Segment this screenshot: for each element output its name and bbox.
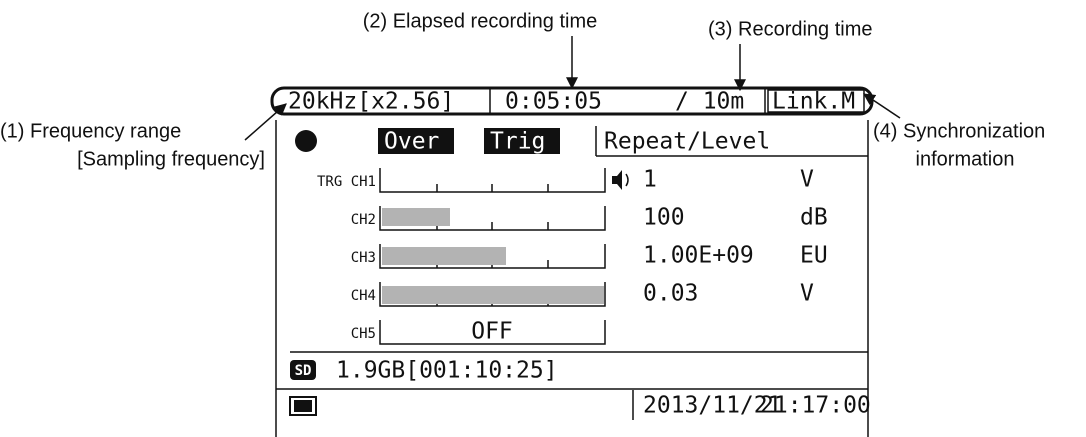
record-indicator [295,130,317,152]
sync-info: Link.M [772,89,855,115]
callout: (2) Elapsed recording time [363,10,598,32]
callout: [Sampling frequency] [77,148,265,170]
level-meter [382,208,450,226]
speaker-icon [625,173,629,187]
freq-range: 20kHz[x2.56] [288,89,454,115]
trig-box [484,128,560,154]
channel-unit: V [800,167,814,193]
channel-label: CH3 [351,250,376,266]
arrow [244,103,287,141]
trig-label: Trig [490,129,545,155]
level-meter [382,286,604,304]
channel-unit: V [800,281,814,307]
channel-label: TRG CH1 [317,174,376,190]
arrow [863,93,901,119]
level-meter [382,247,506,265]
channel-value: 1.00E+09 [643,243,754,269]
elapsed-time: 0:05:05 [505,89,602,115]
screen-frame [275,120,869,437]
callout: (3) Recording time [708,18,873,40]
over-box [378,128,454,154]
channel-label: CH5 [351,326,376,342]
channel-value: 100 [643,205,685,231]
sd-icon [290,360,316,380]
channel-state: OFF [471,319,513,345]
channel-value: 0.03 [643,281,698,307]
channel-unit: EU [800,243,828,269]
channel-value: 1 [643,167,657,193]
sync-box [767,89,865,113]
callout: (1) Frequency range [0,120,181,142]
callout: (4) Synchronization [873,120,1045,142]
sd-icon-label: SD [295,363,312,379]
channel-label: CH2 [351,212,376,228]
recording-time: / 10m [675,89,744,115]
over-label: Over [384,129,439,155]
storage-info: 1.9GB[001:10:25] [336,358,558,384]
mode: Repeat/Level [604,129,770,155]
meter-frame [379,320,606,345]
battery-icon [289,396,317,416]
callout: information [916,148,1015,170]
battery-icon [294,400,312,412]
speaker-icon [612,170,622,190]
time: 21:17:00 [760,393,871,419]
status-bar [270,86,874,116]
channel-unit: dB [800,205,828,231]
date: 2013/11/21 [643,393,781,419]
channel-label: CH4 [351,288,376,304]
